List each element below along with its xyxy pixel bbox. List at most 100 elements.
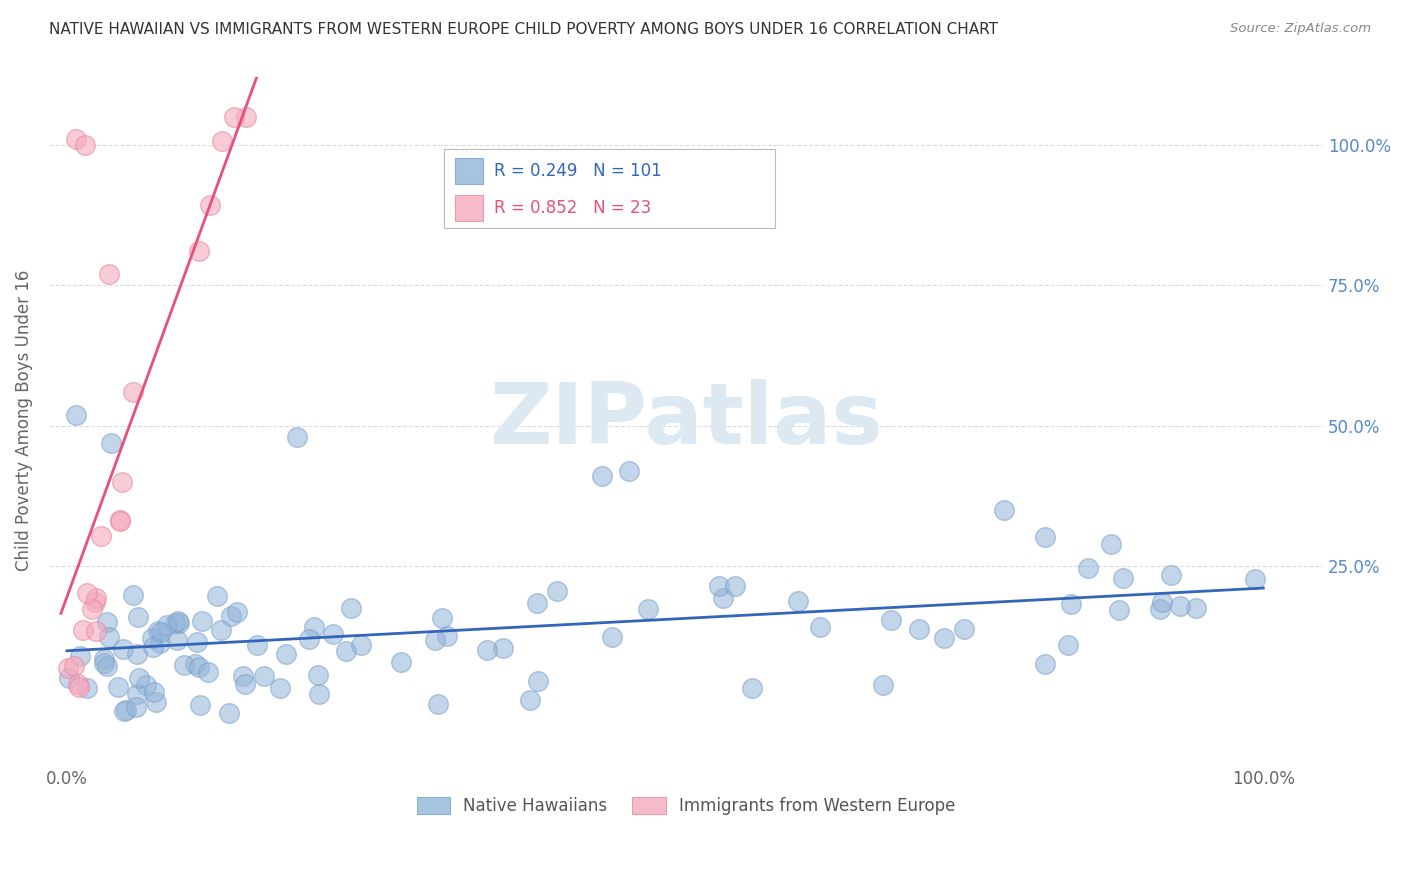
Point (724, 579, 747, 593)
Point (1112, 571, 1135, 585)
Point (107, 680, 129, 694)
Point (188, 698, 211, 712)
Point (1099, 537, 1122, 551)
Point (591, 469, 613, 483)
Point (308, 687, 330, 701)
Point (191, 615, 214, 629)
Point (96, 615, 118, 630)
Point (166, 632, 188, 647)
Point (142, 640, 165, 654)
Point (165, 616, 187, 631)
Point (298, 632, 321, 646)
Point (711, 591, 734, 605)
Bar (456, 159, 484, 185)
Point (1033, 530, 1056, 544)
Point (246, 638, 269, 652)
Point (872, 678, 894, 692)
Point (953, 622, 976, 636)
Text: R = 0.249   N = 101: R = 0.249 N = 101 (494, 162, 661, 180)
Y-axis label: Child Poverty Among Boys Under 16: Child Poverty Among Boys Under 16 (15, 269, 32, 571)
Point (166, 615, 188, 629)
Point (1060, 597, 1083, 611)
FancyBboxPatch shape (444, 150, 775, 228)
Point (200, 197, 222, 211)
Text: R = 0.852   N = 23: R = 0.852 N = 23 (494, 199, 651, 217)
Point (76, 681, 98, 696)
Point (127, 687, 149, 701)
Point (307, 668, 329, 682)
Point (90, 529, 112, 543)
Point (112, 704, 135, 718)
Point (475, 643, 498, 657)
Point (436, 629, 458, 643)
Point (430, 611, 453, 625)
Point (135, 678, 157, 692)
Point (1057, 638, 1080, 652)
Point (335, 644, 357, 658)
Point (100, 435, 122, 450)
Point (707, 579, 730, 593)
Point (350, 638, 373, 652)
Point (125, 699, 148, 714)
Point (83, 595, 105, 609)
Point (907, 622, 929, 636)
Point (73, 137, 96, 152)
Point (80, 602, 103, 616)
Point (546, 584, 568, 599)
Point (1150, 595, 1173, 609)
Point (62, 659, 84, 673)
Point (187, 244, 209, 259)
Point (121, 385, 143, 400)
Point (1244, 572, 1267, 586)
Point (880, 613, 903, 627)
Point (96, 659, 118, 673)
Point (69, 648, 91, 663)
Point (76, 585, 98, 599)
Point (786, 594, 808, 608)
Point (112, 641, 135, 656)
Point (1149, 602, 1171, 616)
Point (1185, 601, 1208, 615)
Point (98, 630, 121, 644)
Point (1033, 657, 1056, 671)
Point (322, 626, 344, 640)
Point (110, 515, 132, 529)
Point (58, 661, 80, 675)
Point (142, 685, 165, 699)
Point (141, 632, 163, 646)
Point (492, 641, 515, 656)
Point (67, 680, 90, 694)
Point (188, 659, 211, 673)
Point (1168, 599, 1191, 613)
Point (167, 616, 190, 631)
Point (617, 464, 640, 478)
Text: ZIPatlas: ZIPatlas (489, 379, 883, 462)
Point (225, 605, 247, 619)
Point (127, 610, 149, 624)
Point (340, 600, 363, 615)
Point (233, 676, 256, 690)
Point (993, 503, 1015, 517)
Point (389, 656, 412, 670)
Point (125, 647, 148, 661)
Text: Source: ZipAtlas.com: Source: ZipAtlas.com (1230, 22, 1371, 36)
Point (637, 602, 659, 616)
Point (93, 652, 115, 666)
Point (65, 132, 87, 146)
Point (67, 677, 90, 691)
Point (84, 591, 107, 606)
Point (146, 624, 169, 639)
Point (149, 636, 172, 650)
Point (84, 624, 107, 638)
Point (197, 665, 219, 679)
Text: NATIVE HAWAIIAN VS IMMIGRANTS FROM WESTERN EUROPE CHILD POVERTY AMONG BOYS UNDER: NATIVE HAWAIIAN VS IMMIGRANTS FROM WESTE… (49, 22, 998, 37)
Point (253, 669, 276, 683)
Point (186, 634, 208, 648)
Point (209, 623, 232, 637)
Point (808, 620, 831, 634)
Point (156, 617, 179, 632)
Point (235, 110, 257, 124)
Point (97, 267, 120, 281)
Point (211, 134, 233, 148)
Point (72, 624, 94, 638)
